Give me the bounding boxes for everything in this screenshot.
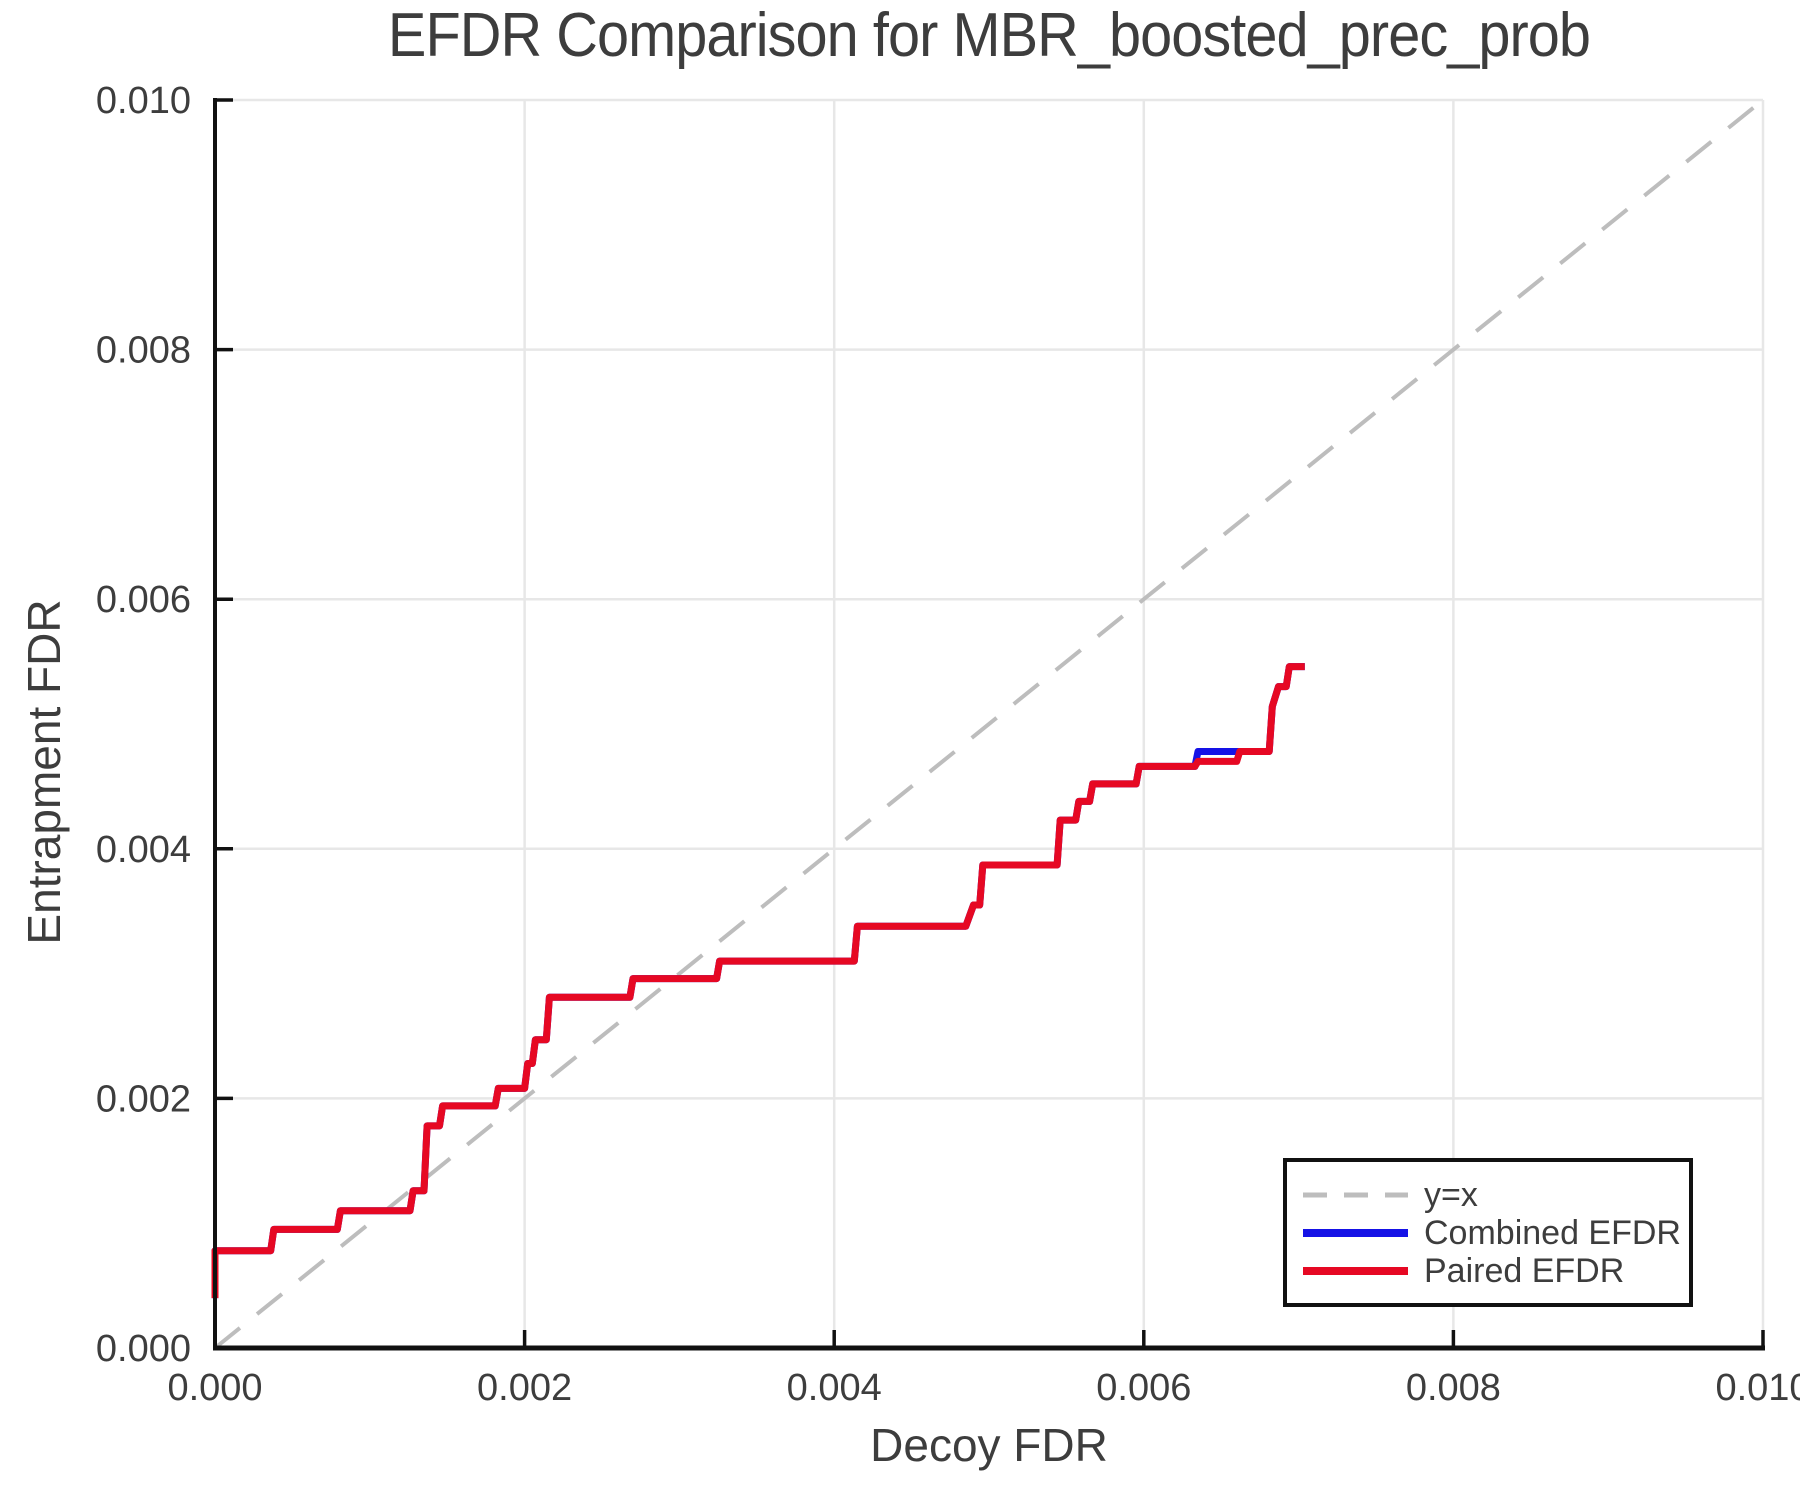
y-tick-label: 0.002 [96,1078,191,1120]
legend-swatch-paired-efdr [1303,1266,1408,1275]
y-tick-label: 0.008 [96,330,191,372]
x-tick-label: 0.010 [1715,1367,1800,1409]
legend-item-combined-efdr: Combined EFDR [1303,1214,1689,1252]
x-tick-label: 0.008 [1406,1367,1501,1409]
paired-efdr-line [211,663,1305,1299]
chart-title: EFDR Comparison for MBR_boosted_prec_pro… [387,1,1591,70]
combined-efdr-line [211,663,1305,1299]
x-tick-label: 0.000 [167,1367,262,1409]
y-tick-label: 0.006 [96,579,191,621]
x-tick-label: 0.002 [477,1367,572,1409]
identity-line [213,98,1765,1350]
legend: y=x Combined EFDR Paired EFDR [1283,1158,1693,1307]
legend-item-paired-efdr: Paired EFDR [1303,1252,1689,1290]
y-tick-label: 0.010 [96,80,191,122]
legend-label-combined-efdr: Combined EFDR [1424,1213,1681,1252]
y-tick-label: 0.004 [96,829,191,871]
legend-label-identity: y=x [1424,1175,1478,1214]
x-tick-label: 0.004 [787,1367,882,1409]
x-axis-label: Decoy FDR [870,1419,1108,1471]
x-tick-label: 0.006 [1096,1367,1191,1409]
legend-item-identity: y=x [1303,1176,1689,1214]
legend-swatch-combined-efdr [1303,1228,1408,1237]
y-axis-label: Entrapment FDR [18,599,70,945]
legend-label-paired-efdr: Paired EFDR [1424,1251,1625,1290]
legend-swatch-identity [1303,1192,1408,1197]
y-tick-label: 0.000 [96,1328,191,1370]
